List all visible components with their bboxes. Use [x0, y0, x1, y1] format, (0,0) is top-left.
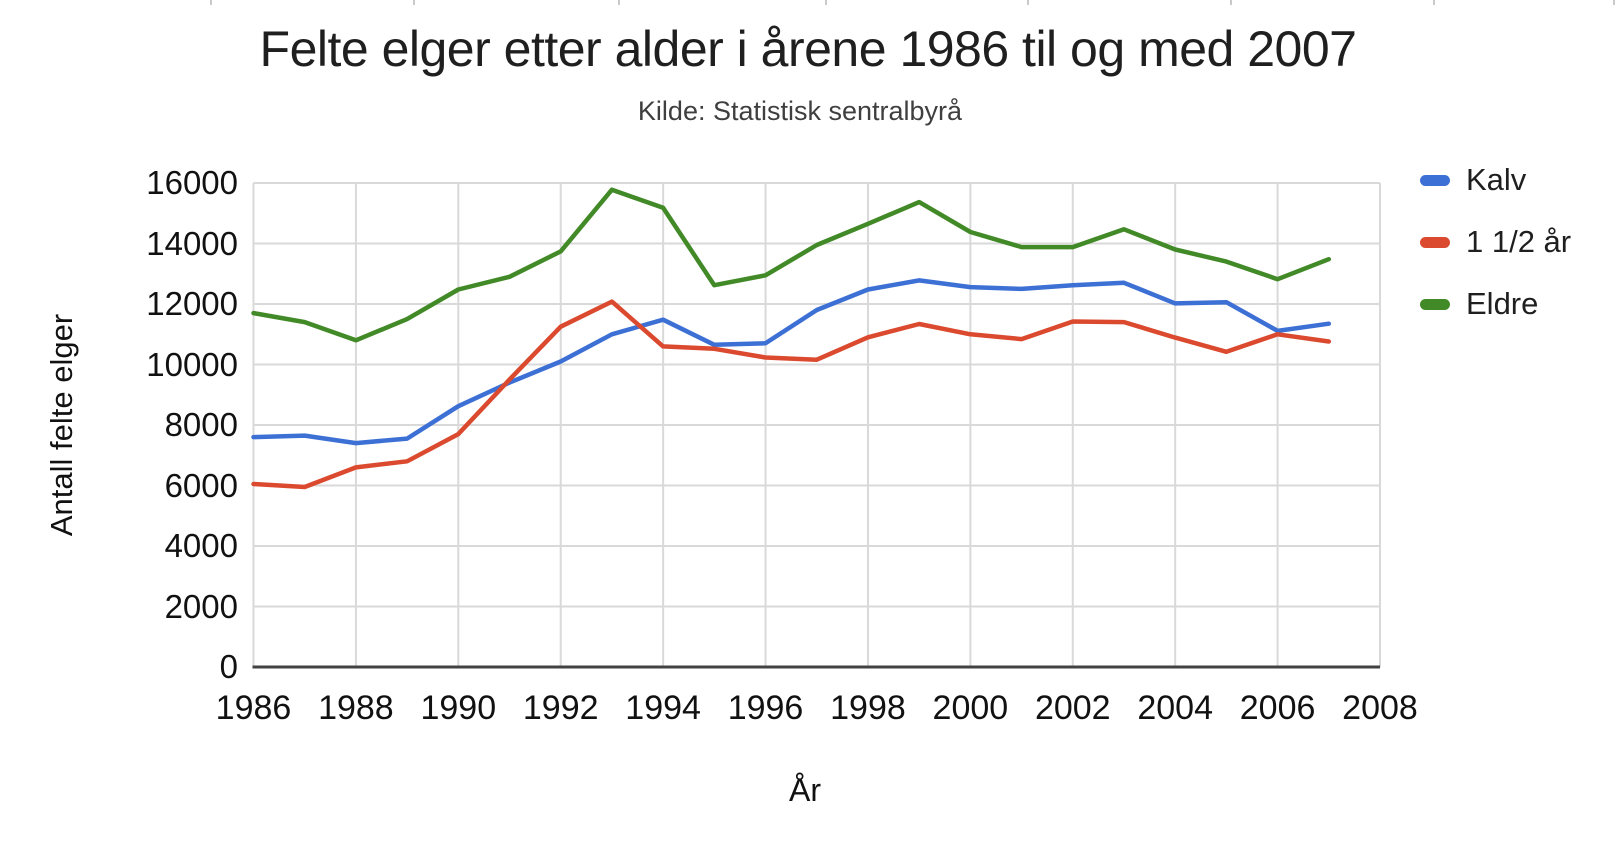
y-tick-label: 8000: [164, 406, 238, 443]
legend-label: Kalv: [1466, 162, 1527, 197]
x-tick-label: 1998: [830, 689, 906, 727]
x-tick-label: 2008: [1342, 689, 1418, 727]
x-axis-title: År: [789, 772, 821, 808]
top-edge-tick: [1613, 0, 1615, 5]
y-tick-label: 16000: [146, 164, 238, 201]
chart-title: Felte elger etter alder i årene 1986 til…: [259, 21, 1357, 77]
legend-label: 1 1/2 år: [1466, 224, 1572, 259]
top-edge-tick: [413, 0, 415, 5]
y-tick-label: 6000: [164, 466, 238, 504]
x-tick-label: 1992: [522, 689, 599, 727]
top-edge-tick: [1433, 0, 1435, 5]
x-tick-label: 2000: [932, 689, 1009, 727]
x-tick-label: 1996: [727, 689, 804, 727]
series-line-2: [251, 187, 1332, 343]
x-tick-label: 2002: [1034, 689, 1111, 727]
top-edge-tick: [1230, 0, 1232, 5]
legend-swatch-icon: [1420, 298, 1450, 310]
legend-swatch-icon: [1420, 236, 1450, 248]
x-tick-label: 2006: [1239, 689, 1316, 727]
legend-swatch-icon: [1420, 174, 1450, 186]
x-tick-label: 1988: [318, 689, 394, 727]
top-edge-tick: [618, 0, 620, 5]
legend-label: Eldre: [1466, 286, 1539, 321]
legend-item-1: 1 1/2 år: [1420, 224, 1571, 260]
y-tick-label: 10000: [146, 345, 238, 383]
legend-item-2: Eldre: [1420, 286, 1538, 322]
y-tick-label: 2000: [164, 587, 238, 625]
y-tick-label: 12000: [146, 285, 238, 322]
series-line-0: [251, 278, 1332, 446]
y-tick-label: 0: [219, 648, 238, 685]
top-edge-tick: [210, 0, 212, 5]
x-tick-label: 2004: [1137, 689, 1213, 727]
x-tick-label: 1986: [215, 689, 292, 727]
y-tick-label: 14000: [146, 224, 238, 262]
x-tick-label: 1990: [420, 689, 497, 727]
legend-item-0: Kalv: [1420, 162, 1526, 198]
x-tick-label: 1994: [625, 689, 701, 727]
chart-subtitle: Kilde: Statistisk sentralbyrå: [637, 96, 963, 126]
top-edge-tick: [1027, 0, 1029, 5]
series-line-1: [251, 299, 1332, 490]
top-edge-tick: [825, 0, 827, 5]
y-tick-label: 4000: [164, 527, 238, 564]
